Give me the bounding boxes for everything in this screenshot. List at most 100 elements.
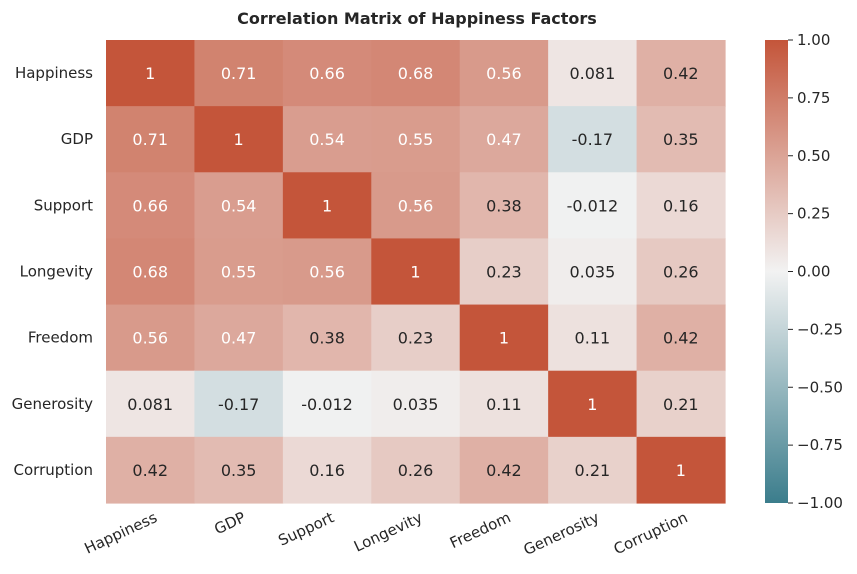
cell-value-label: 1 [234, 130, 244, 149]
heatmap-cell [548, 370, 638, 438]
cell-value-label: 1 [322, 196, 332, 215]
cell-value-label: 0.23 [398, 329, 434, 348]
cell-value-label: 0.47 [486, 130, 522, 149]
cell-value-label: 0.54 [309, 130, 345, 149]
cell-value-label: 0.035 [393, 395, 439, 414]
colorbar-tick-label: −0.75 [797, 436, 843, 454]
cell-value-label: 1 [145, 64, 155, 83]
x-tick-label: Longevity [351, 508, 425, 555]
cell-value-label: 0.35 [221, 461, 257, 480]
heatmap-cell [459, 106, 549, 173]
heatmap-cell [548, 304, 638, 372]
cell-value-label: 0.56 [398, 196, 434, 215]
x-tick-label: Generosity [521, 508, 602, 559]
heatmap-cell [636, 436, 726, 504]
cell-value-label: 0.21 [663, 395, 699, 414]
cell-value-label: 0.23 [486, 262, 522, 281]
colorbar-tick-label: 1.00 [797, 31, 830, 49]
cell-value-label: 1 [587, 395, 597, 414]
heatmap-cell [282, 238, 372, 306]
x-tick-label: GDP [212, 508, 249, 538]
cell-value-label: 0.11 [486, 395, 522, 414]
heatmap-cell [106, 370, 196, 438]
heatmap-cell [371, 40, 461, 107]
heatmap-cell [636, 40, 726, 107]
cell-value-label: -0.17 [218, 395, 259, 414]
x-tick-label: Freedom [447, 508, 514, 552]
heatmap-cell [371, 106, 461, 173]
heatmap-cell [106, 304, 196, 372]
colorbar-tick-label: 0.00 [797, 263, 830, 281]
heatmap-cells: 1 0.71 0.66 0.68 0.56 0.081 0.42 0.71 1 0.54 0.55 0… [106, 40, 726, 504]
colorbar-tick-label: 0.50 [797, 147, 830, 165]
heatmap-cell [459, 40, 549, 107]
heatmap-cell [194, 238, 284, 306]
y-tick-label: Generosity [12, 395, 93, 413]
cell-value-label: 0.16 [309, 461, 345, 480]
heatmap-cell [371, 304, 461, 372]
heatmap-cell [636, 370, 726, 438]
cell-value-label: 0.42 [663, 329, 699, 348]
cell-value-label: 1 [676, 461, 686, 480]
heatmap-cell [548, 238, 638, 306]
cell-value-label: 0.21 [575, 461, 611, 480]
colorbar: 1.00 0.75 0.50 0.25 0.00 −0.25 −0.50 −0.75 −1.00 [765, 31, 843, 512]
heatmap-cell [459, 172, 549, 240]
heatmap-cell [548, 106, 638, 173]
colorbar-tick-label: −0.50 [797, 378, 843, 396]
heatmap-cell [459, 436, 549, 504]
x-tick-labels: Happiness GDP Support Longevity Freedom Gener… [82, 508, 691, 559]
heatmap-cell [371, 172, 461, 240]
heatmap-cell [636, 172, 726, 240]
cell-value-label: 0.47 [221, 329, 257, 348]
heatmap-cell [282, 304, 372, 372]
heatmap-cell [282, 436, 372, 504]
y-tick-label: Happiness [15, 64, 93, 82]
heatmap-cell [194, 106, 284, 173]
heatmap-cell [194, 172, 284, 240]
cell-value-label: -0.012 [301, 395, 353, 414]
x-tick-label: Happiness [82, 508, 161, 557]
cell-value-label: -0.012 [567, 196, 619, 215]
cell-value-label: 0.26 [663, 262, 699, 281]
heatmap-cell [548, 172, 638, 240]
colorbar-tick-label: 0.75 [797, 89, 830, 107]
heatmap-cell [282, 370, 372, 438]
heatmap-cell [282, 106, 372, 173]
cell-value-label: 0.71 [221, 64, 257, 83]
colorbar-ticks: 1.00 0.75 0.50 0.25 0.00 −0.25 −0.50 −0.75 −1.00 [788, 31, 843, 512]
heatmap-cell [282, 40, 372, 107]
cell-value-label: 0.26 [398, 461, 434, 480]
chart-title: Correlation Matrix of Happiness Factors [237, 9, 597, 28]
heatmap-cell [371, 370, 461, 438]
cell-value-label: 0.081 [569, 64, 615, 83]
heatmap-cell [194, 40, 284, 107]
y-tick-labels: Happiness GDP Support Longevity Freedom Gener… [12, 64, 94, 479]
cell-value-label: 0.56 [486, 64, 522, 83]
cell-value-label: 0.38 [486, 196, 522, 215]
heatmap-cell [459, 304, 549, 372]
cell-value-label: 1 [499, 329, 509, 348]
cell-value-label: 0.38 [309, 329, 345, 348]
colorbar-tick-label: 0.25 [797, 205, 830, 223]
y-tick-label: Corruption [14, 461, 93, 479]
heatmap-cell [459, 238, 549, 306]
cell-value-label: 0.55 [398, 130, 434, 149]
cell-value-label: 0.16 [663, 196, 699, 215]
heatmap-cell [106, 238, 196, 306]
heatmap-cell [106, 436, 196, 504]
heatmap-cell [194, 304, 284, 372]
y-tick-label: Longevity [20, 262, 93, 280]
x-tick-label: Support [275, 508, 336, 549]
cell-value-label: 0.71 [132, 130, 168, 149]
heatmap-cell [548, 436, 638, 504]
cell-value-label: 0.42 [663, 64, 699, 83]
cell-value-label: 0.035 [569, 262, 615, 281]
cell-value-label: 0.68 [398, 64, 434, 83]
heatmap-cell [636, 304, 726, 372]
cell-value-label: -0.17 [572, 130, 613, 149]
cell-value-label: 0.42 [132, 461, 168, 480]
cell-value-label: 0.66 [309, 64, 345, 83]
heatmap-cell [194, 436, 284, 504]
